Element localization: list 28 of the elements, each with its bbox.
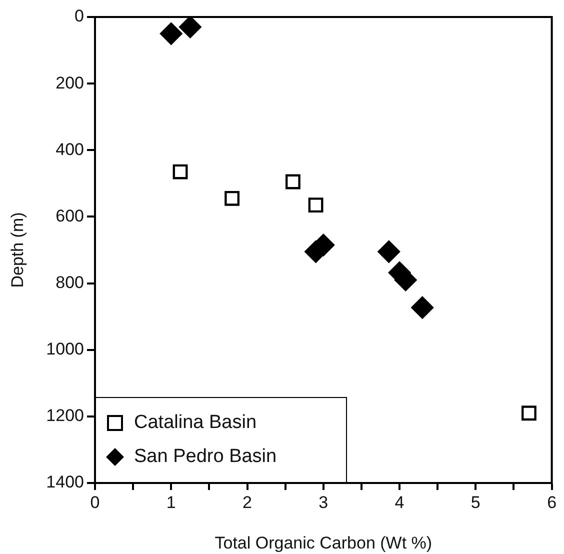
x-tick-label: 1 <box>166 492 176 512</box>
x-tick-label: 5 <box>470 492 480 512</box>
point <box>521 406 536 421</box>
x-axis-title: Total Organic Carbon (Wt %) <box>214 533 432 552</box>
point <box>378 240 400 263</box>
x-tick-label: 0 <box>90 492 100 512</box>
x-tick-label: 6 <box>547 492 557 512</box>
point <box>411 296 434 319</box>
y-tick-label: 1200 <box>46 406 84 426</box>
legend-label: Catalina Basin <box>134 412 257 434</box>
x-tick-label: 3 <box>318 492 328 512</box>
x-tick-label: 2 <box>242 492 252 512</box>
point <box>179 17 202 38</box>
point <box>285 174 300 190</box>
y-tick-label: 1400 <box>46 472 84 492</box>
y-axis-title: Depth (m) <box>8 212 27 288</box>
x-tick-label: 4 <box>394 492 404 512</box>
y-tick-label: 400 <box>56 140 84 159</box>
point <box>160 22 182 45</box>
y-tick-label: 0 <box>74 6 84 26</box>
point <box>172 164 188 180</box>
point <box>224 190 240 206</box>
y-tick-label: 200 <box>56 73 84 92</box>
y-tick-label: 1000 <box>46 340 84 359</box>
y-tick-label: 600 <box>56 206 84 226</box>
point <box>308 198 324 213</box>
y-tick-label: 800 <box>56 272 84 292</box>
legend-label: San Pedro Basin <box>134 446 277 468</box>
